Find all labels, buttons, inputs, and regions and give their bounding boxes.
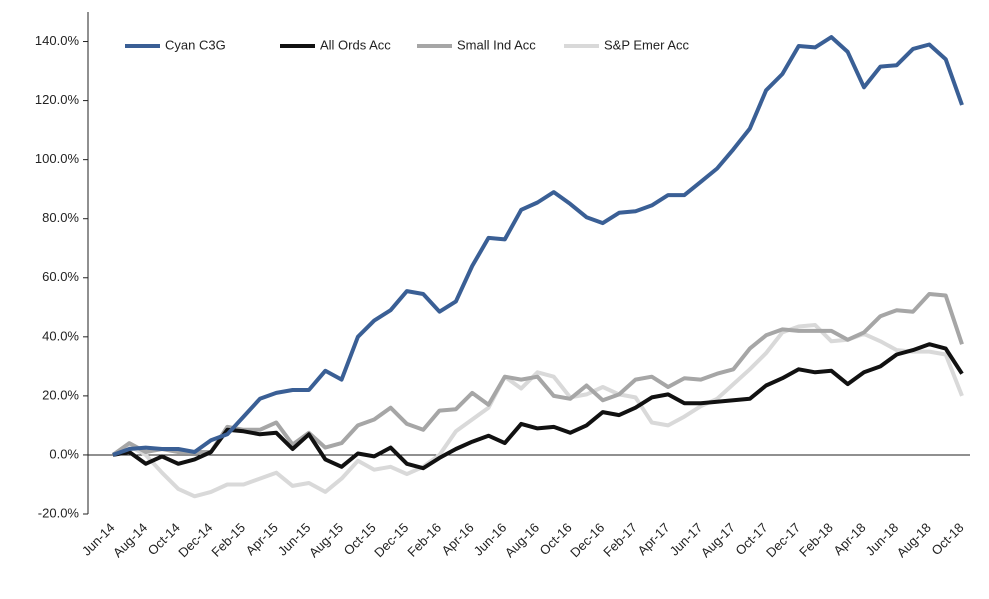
y-tick-label: 20.0% (42, 387, 79, 402)
series-line (112, 323, 964, 499)
y-tick-label: -20.0% (38, 505, 80, 520)
x-tick-label: Aug-15 (306, 520, 346, 560)
series-line (111, 292, 964, 457)
x-tick-label: Feb-18 (796, 520, 836, 560)
legend-label: Small Ind Acc (457, 37, 536, 52)
y-tick-label: 120.0% (35, 92, 80, 107)
x-tick-label: Aug-18 (894, 520, 934, 560)
x-tick-label: Apr-15 (243, 520, 281, 558)
x-tick-label: Jun-17 (667, 520, 706, 559)
y-tick-label: 140.0% (35, 33, 80, 48)
x-tick-label: Aug-16 (502, 520, 542, 560)
x-tick-label: Aug-17 (698, 520, 738, 560)
y-tick-label: 80.0% (42, 210, 79, 225)
x-tick-label: Jun-14 (79, 520, 118, 559)
x-tick-label: Jun-16 (471, 520, 510, 559)
x-tick-label: Dec-16 (567, 520, 607, 560)
x-tick-label: Apr-17 (634, 520, 672, 558)
x-tick-label: Jun-15 (275, 520, 314, 559)
series-line (112, 35, 964, 457)
series-line (112, 342, 964, 471)
x-tick-label: Apr-16 (439, 520, 477, 558)
x-tick-label: Feb-15 (208, 520, 248, 560)
x-tick-label: Aug-14 (110, 520, 150, 560)
x-tick-label: Feb-16 (404, 520, 444, 560)
legend-label: All Ords Acc (320, 37, 391, 52)
x-tick-label: Dec-14 (175, 520, 215, 560)
x-tick-label: Jun-18 (863, 520, 902, 559)
x-tick-label: Oct-18 (928, 520, 966, 558)
x-tick-label: Feb-17 (600, 520, 640, 560)
y-tick-label: 0.0% (49, 446, 79, 461)
x-tick-label: Dec-17 (763, 520, 803, 560)
y-tick-label: 60.0% (42, 269, 79, 284)
legend-label: S&P Emer Acc (604, 37, 690, 52)
y-tick-label: 40.0% (42, 328, 79, 343)
x-tick-label: Apr-18 (830, 520, 868, 558)
y-tick-label: 100.0% (35, 151, 80, 166)
x-tick-label: Dec-15 (371, 520, 411, 560)
legend-label: Cyan C3G (165, 37, 226, 52)
